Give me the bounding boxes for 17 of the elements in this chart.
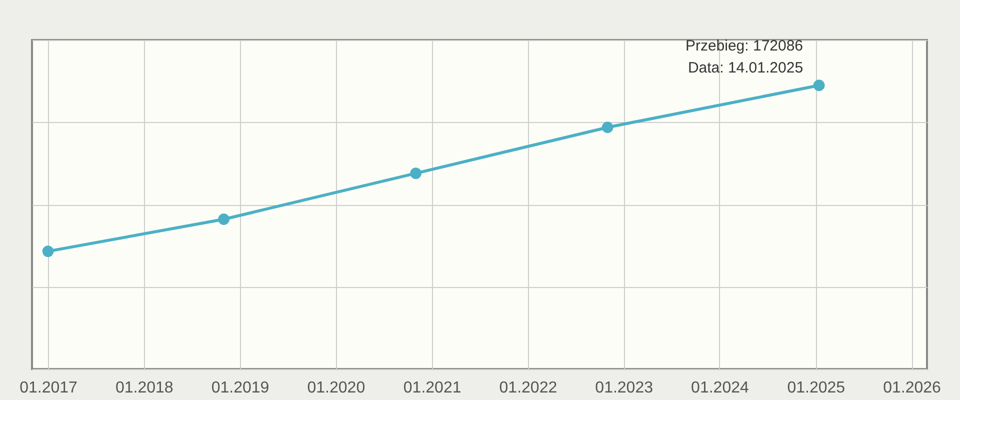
point <box>813 80 825 92</box>
x-tick-label: 01.2018 <box>115 380 174 396</box>
x-tick-label: 01.2024 <box>691 380 749 396</box>
x-tick-label: 01.2020 <box>307 380 366 396</box>
point <box>602 122 614 134</box>
annotation: Przebieg: 172086 <box>685 37 804 54</box>
point <box>410 168 422 179</box>
x-tick-label: 01.2025 <box>787 380 846 396</box>
x-tick-label: 01.2026 <box>883 380 942 396</box>
x-tick-label: 01.2021 <box>403 380 462 396</box>
annotation: Data: 14.01.2025 <box>688 59 804 76</box>
point <box>42 246 54 257</box>
point <box>218 214 230 225</box>
x-tick-label: 01.2017 <box>20 380 78 396</box>
x-tick-label: 01.2023 <box>595 380 654 396</box>
x-tick-label: 01.2019 <box>211 380 270 396</box>
x-tick-label: 01.2022 <box>499 380 558 396</box>
